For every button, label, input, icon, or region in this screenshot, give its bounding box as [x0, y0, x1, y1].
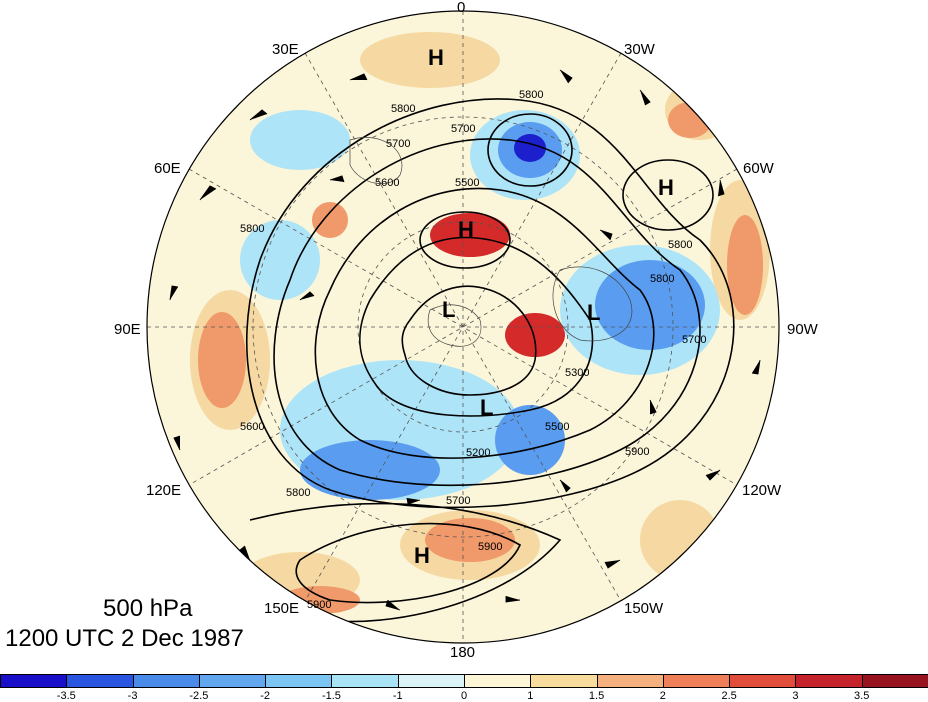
contour-label: 5200: [466, 447, 491, 459]
contour-label: 5800: [650, 273, 675, 285]
colorbar-tick-label: -3: [127, 690, 138, 702]
contour-label: 5800: [668, 239, 693, 251]
lon-label-0: 0: [457, 0, 466, 16]
colorbar-tick-label: 2.5: [721, 690, 737, 702]
level-label: 500 hPa: [103, 595, 193, 622]
colorbar-segment: [662, 674, 731, 688]
lon-label-120e: 120E: [146, 482, 182, 499]
colorbar-segment: [397, 674, 465, 688]
lon-label-150e: 150E: [264, 600, 300, 617]
colorbar-segment: [795, 674, 863, 688]
contour-label: 5600: [240, 421, 265, 433]
contour-label: 5800: [519, 89, 544, 101]
contour-label: 5500: [455, 177, 480, 189]
lon-label-60w: 60W: [743, 160, 774, 177]
pressure-center-low: L: [442, 297, 456, 322]
contour-label: 5700: [386, 138, 411, 150]
contour-label: 5300: [565, 367, 590, 379]
colorbar-segment: [464, 674, 532, 688]
lon-label-30w: 30W: [624, 41, 655, 58]
lon-label-150w: 150W: [624, 600, 664, 617]
pressure-center-high: H: [414, 543, 430, 568]
colorbar-tick-label: 1.5: [588, 690, 605, 702]
colorbar-tick-label: -2.5: [189, 690, 209, 702]
colorbar-segment: [132, 674, 200, 688]
contour-label: 5500: [545, 421, 570, 433]
colorbar-tick-label: 0: [460, 690, 468, 702]
contour-label: 5800: [391, 103, 416, 115]
time-label: 1200 UTC 2 Dec 1987: [5, 625, 244, 652]
contour-label: 5900: [307, 599, 332, 611]
lon-label-120w: 120W: [742, 482, 782, 499]
lon-label-90w: 90W: [787, 321, 818, 338]
colorbar-segment: [331, 674, 399, 688]
colorbar-tick-label: 3.5: [854, 690, 870, 702]
colorbar: -3.5 -3 -2.5 -2 -1.5 -1 0 1 1.5 2 2.5 3 3.5: [0, 674, 928, 702]
colorbar-tick-label: -1: [392, 690, 403, 702]
colorbar-segment: [265, 674, 333, 688]
contour-label: 5700: [446, 495, 471, 507]
lon-label-180: 180: [450, 644, 476, 661]
colorbar-tick-label: 3: [792, 690, 799, 702]
colorbar-tick-label: 2: [659, 690, 666, 702]
contour-label: 5800: [286, 487, 311, 499]
pressure-center-high: H: [458, 217, 474, 242]
contour-label: 5700: [451, 123, 476, 135]
contour-label: 5700: [682, 334, 707, 346]
lon-label-30e: 30E: [272, 41, 299, 58]
colorbar-segment: [596, 674, 664, 688]
wind-barbs: [169, 69, 761, 611]
colorbar-tick-label: -2: [260, 690, 271, 702]
pressure-center-low: L: [587, 300, 601, 325]
colorbar-segment: [66, 674, 134, 688]
graticule: [147, 11, 779, 643]
contour-label: 5900: [625, 446, 650, 458]
colorbar-tick-label: 1: [527, 690, 534, 702]
lon-label-90e: 90E: [114, 321, 141, 338]
pressure-center-high: H: [428, 45, 444, 70]
colorbar-segment: [729, 674, 797, 688]
colorbar-segment: [0, 674, 68, 688]
colorbar-tick-label: -3.5: [56, 690, 76, 702]
colorbar-tick-label: -1.5: [321, 690, 341, 702]
colorbar-segment: [198, 674, 267, 688]
contour-label: 5800: [240, 223, 265, 235]
height-contours: [245, 98, 735, 623]
lon-label-60e: 60E: [154, 160, 181, 177]
pressure-center-high: H: [658, 175, 674, 200]
colorbar-segment: [861, 674, 928, 688]
map-boundary: [146, 10, 780, 644]
pressure-center-low: L: [480, 395, 494, 420]
colorbar-segment: [530, 674, 598, 688]
contour-label: 5900: [478, 541, 503, 553]
contour-label: 5600: [375, 177, 400, 189]
